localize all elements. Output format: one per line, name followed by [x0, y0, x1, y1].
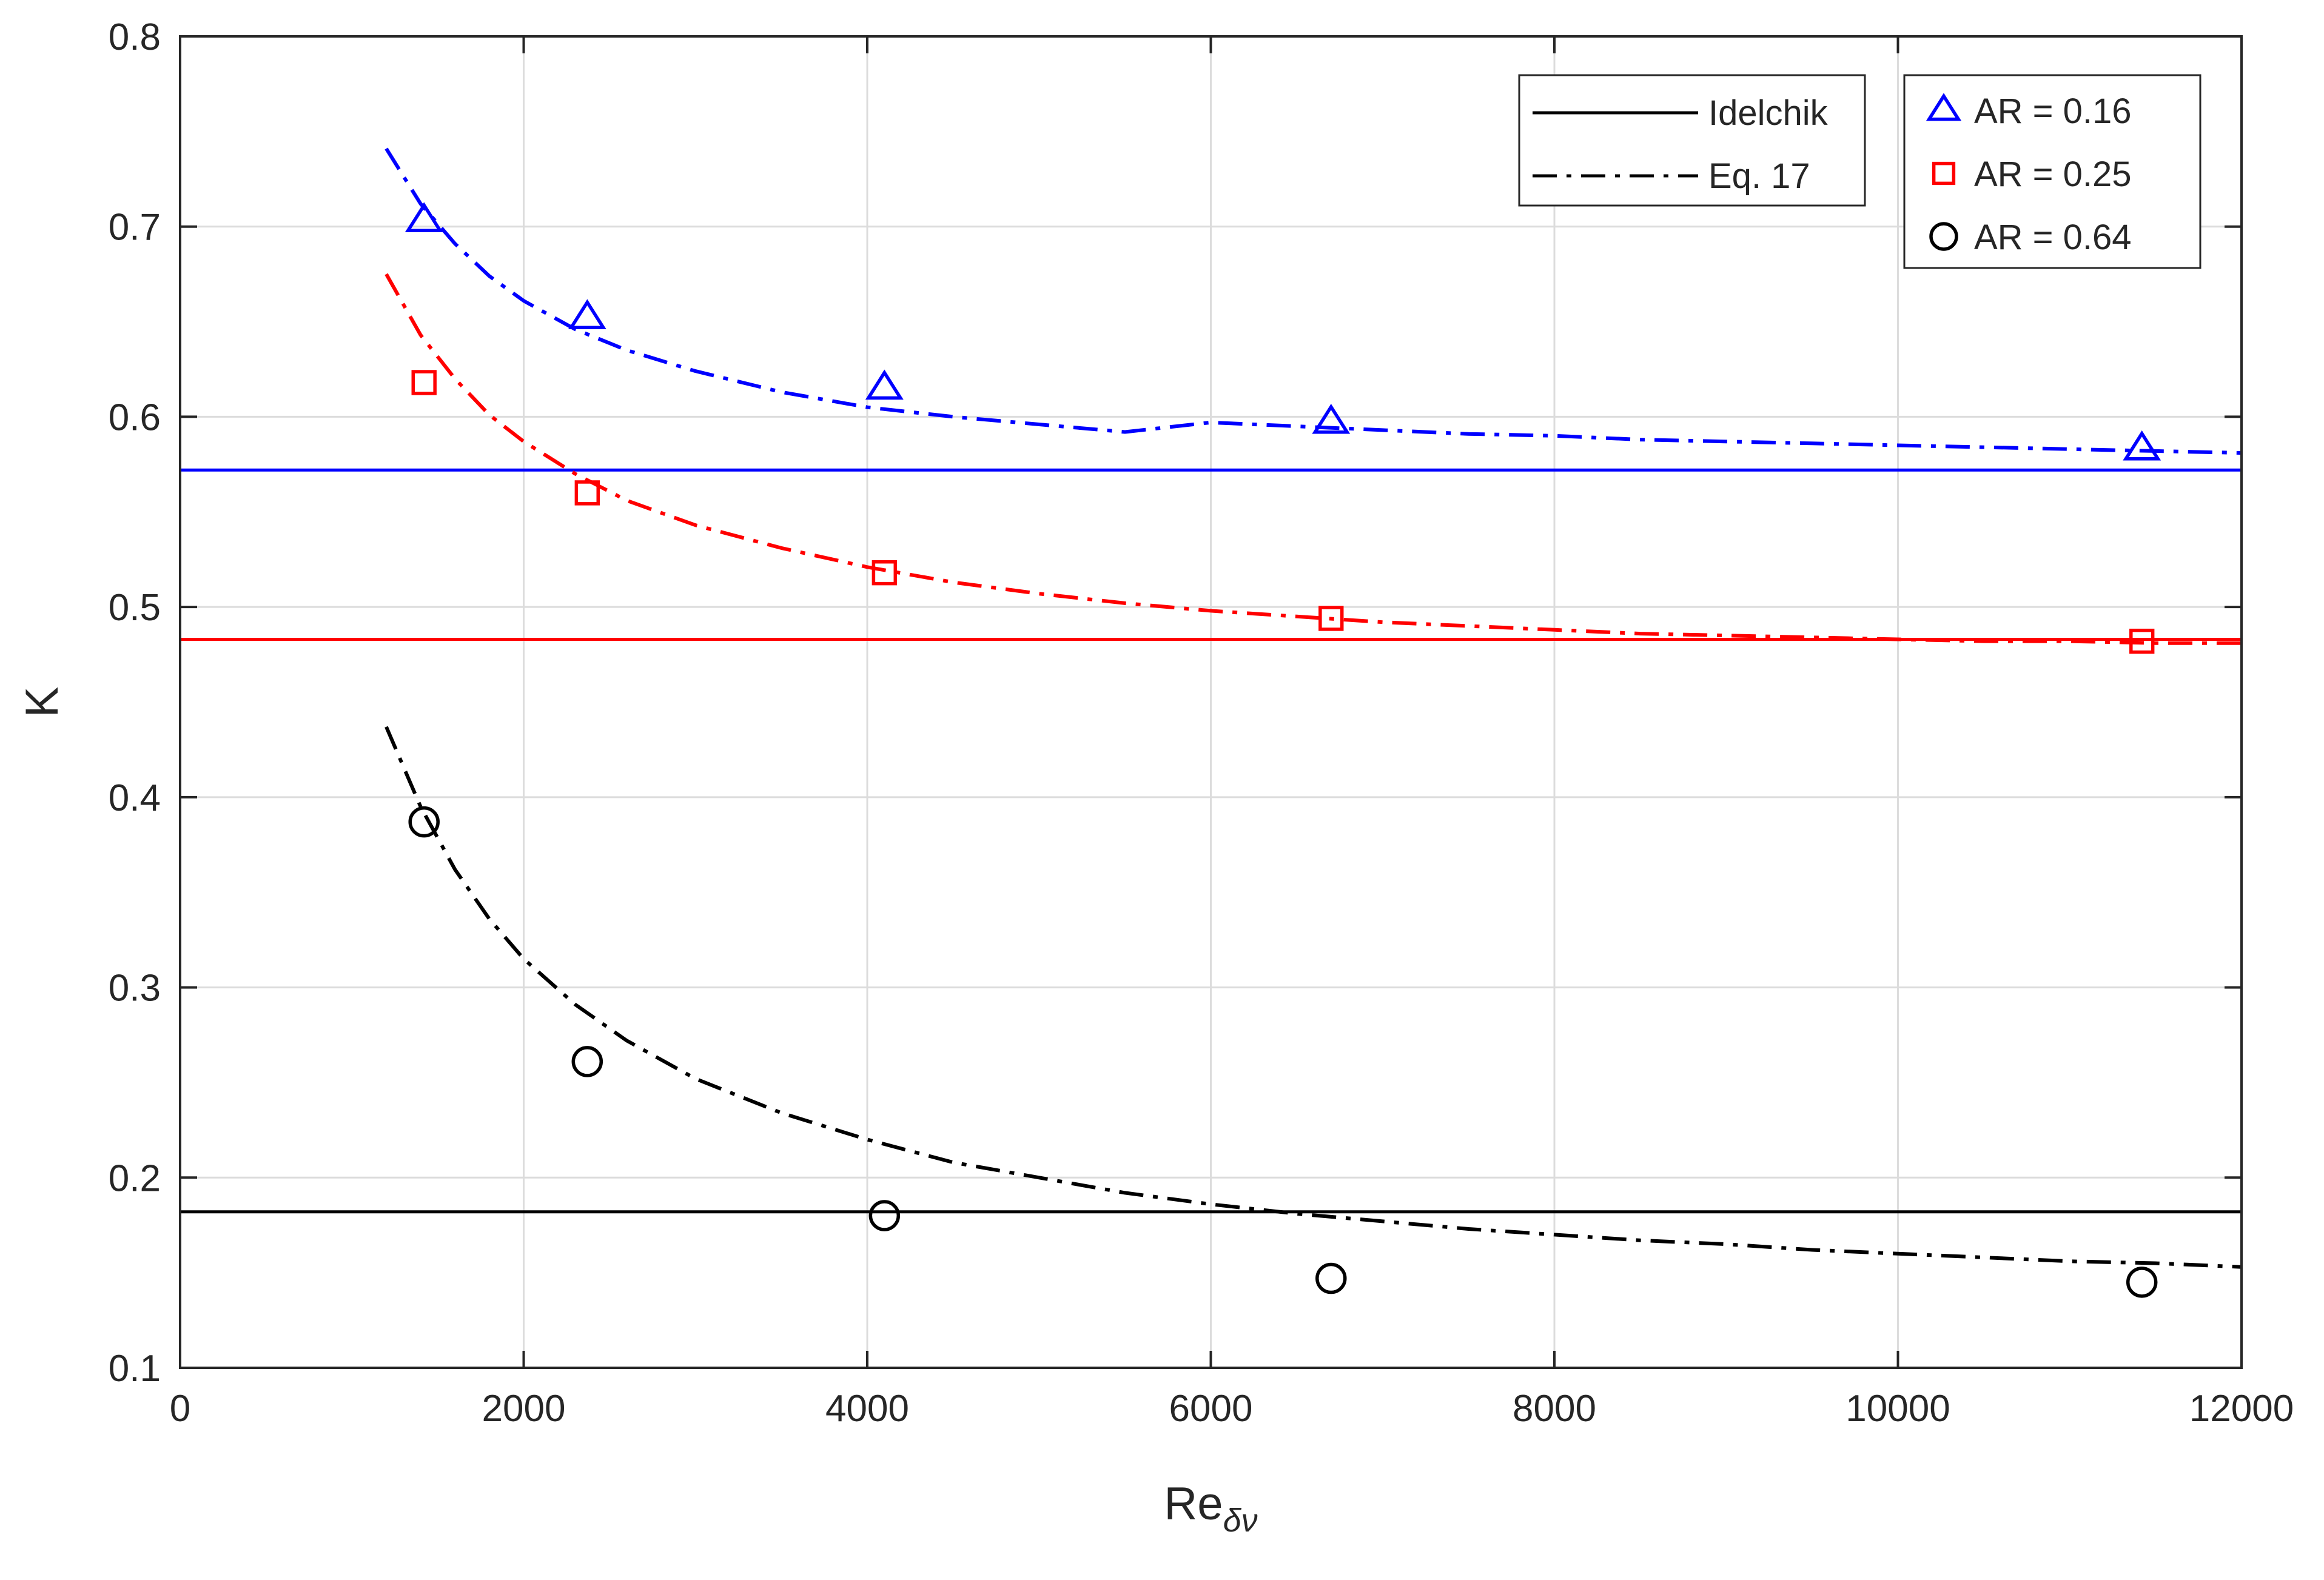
y-tick-label: 0.7: [109, 207, 161, 249]
y-axis-title: K: [16, 687, 68, 718]
legend-label-ar-0-64: AR = 0.64: [1974, 218, 2132, 257]
eq17-curve-ar-0-64: [385, 726, 2242, 1269]
data-point-ar-0-64: [408, 806, 440, 838]
legend-marker-ar-0-25: [1932, 161, 1956, 186]
x-tick-label: 2000: [482, 1388, 566, 1430]
x-axis-title-main: Re: [1164, 1478, 1223, 1530]
legend-label-ar-0-16: AR = 0.16: [1974, 92, 2132, 131]
x-tick-label: 12000: [2189, 1388, 2294, 1430]
axis-ticks: 0 2000 4000 6000 8000 10000 12000 0.1 0.2 0.3 0.4 0…: [109, 16, 2294, 1430]
data-point-ar-0-16: [1312, 403, 1351, 434]
y-tick-label: 0.1: [109, 1348, 161, 1390]
data-point-ar-0-25: [2129, 628, 2155, 654]
x-axis-title-subscript: δν: [1223, 1502, 1258, 1539]
eq17-curves: [385, 147, 2242, 1269]
x-tick-label: 10000: [1845, 1388, 1950, 1430]
eq17-curve-ar-0-25: [385, 273, 2242, 645]
legend-label-ar-0-25: AR = 0.25: [1974, 155, 2132, 194]
legend-line-styles: Idelchik Eq. 17: [1518, 74, 1866, 207]
legend-series: AR = 0.16 AR = 0.25 AR = 0.64: [1903, 74, 2201, 269]
x-tick-label: 4000: [825, 1388, 909, 1430]
grid: [180, 36, 2242, 1368]
data-point-ar-0-25: [574, 480, 600, 506]
data-markers: [405, 202, 2161, 1298]
x-axis-title: Reδν: [1164, 1478, 1257, 1539]
legend-label-eq-17: Eq. 17: [1708, 156, 1810, 196]
legend-label-idelchik: Idelchik: [1708, 93, 1829, 133]
y-tick-label: 0.8: [109, 16, 161, 58]
data-point-ar-0-64: [2126, 1267, 2158, 1298]
y-tick-label: 0.2: [109, 1157, 161, 1199]
x-tick-label: 8000: [1513, 1388, 1596, 1430]
data-point-ar-0-25: [411, 370, 437, 395]
data-point-ar-0-64: [1315, 1262, 1347, 1294]
legend-line-styles-box: [1518, 74, 1866, 207]
data-point-ar-0-16: [405, 202, 443, 233]
y-tick-label: 0.5: [109, 587, 161, 629]
data-point-ar-0-16: [2123, 430, 2161, 461]
data-point-ar-0-64: [868, 1200, 901, 1231]
data-point-ar-0-64: [571, 1046, 603, 1077]
eq17-curve-ar-0-16: [385, 147, 2242, 455]
y-tick-label: 0.6: [109, 397, 161, 438]
legend-marker-ar-0-64: [1929, 222, 1958, 251]
y-tick-label: 0.3: [109, 968, 161, 1009]
data-point-ar-0-25: [1318, 606, 1344, 631]
data-point-ar-0-16: [568, 299, 606, 330]
y-tick-label: 0.4: [109, 777, 161, 819]
data-point-ar-0-16: [865, 369, 904, 400]
x-tick-label: 0: [170, 1388, 190, 1430]
data-point-ar-0-25: [872, 560, 898, 586]
legend-marker-ar-0-16: [1926, 93, 1962, 121]
x-tick-label: 6000: [1169, 1388, 1253, 1430]
